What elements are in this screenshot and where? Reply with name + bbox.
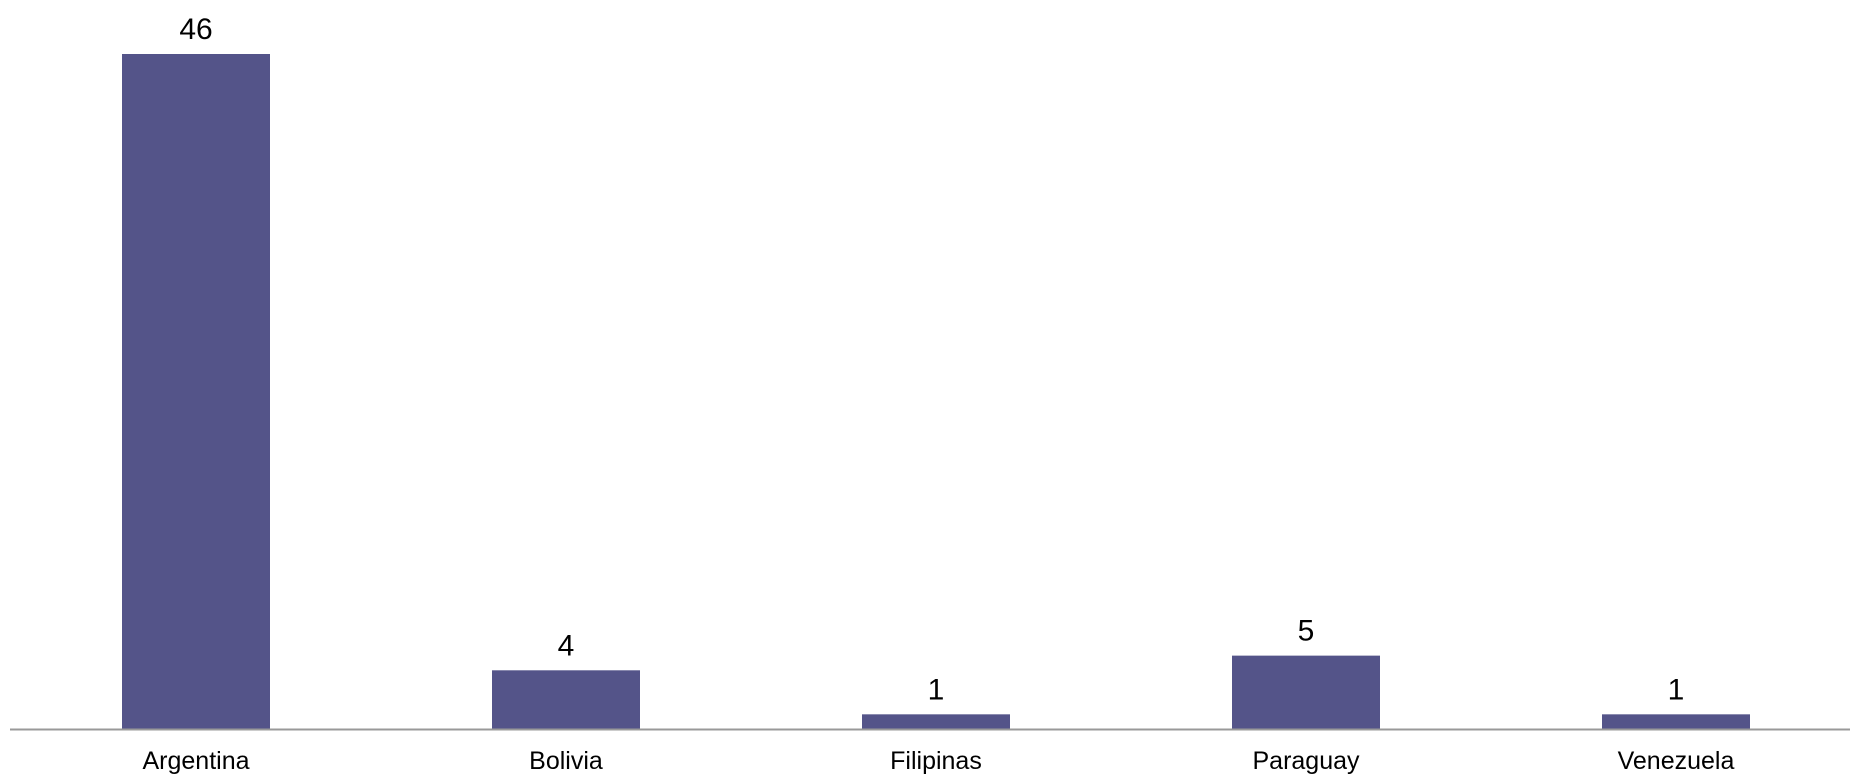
- bar-bolivia: [492, 670, 640, 729]
- category-label-bolivia: Bolivia: [529, 747, 603, 775]
- data-labels-group: 46 4 1 5 1: [179, 13, 1684, 706]
- data-label-venezuela: 1: [1668, 673, 1685, 706]
- bar-filipinas: [862, 714, 1010, 729]
- category-label-filipinas: Filipinas: [890, 747, 982, 775]
- category-label-argentina: Argentina: [142, 747, 249, 775]
- bar-venezuela: [1602, 714, 1750, 729]
- bar-paraguay: [1232, 655, 1380, 729]
- data-label-paraguay: 5: [1298, 615, 1315, 648]
- data-label-bolivia: 4: [558, 629, 575, 662]
- category-labels-group: Argentina Bolivia Filipinas Paraguay Venezue…: [142, 747, 1734, 775]
- data-label-filipinas: 1: [928, 673, 945, 706]
- bars-group: [122, 54, 1750, 729]
- category-label-venezuela: Venezuela: [1618, 747, 1735, 775]
- bar-argentina: [122, 54, 270, 729]
- category-label-paraguay: Paraguay: [1252, 747, 1360, 775]
- data-label-argentina: 46: [179, 13, 212, 46]
